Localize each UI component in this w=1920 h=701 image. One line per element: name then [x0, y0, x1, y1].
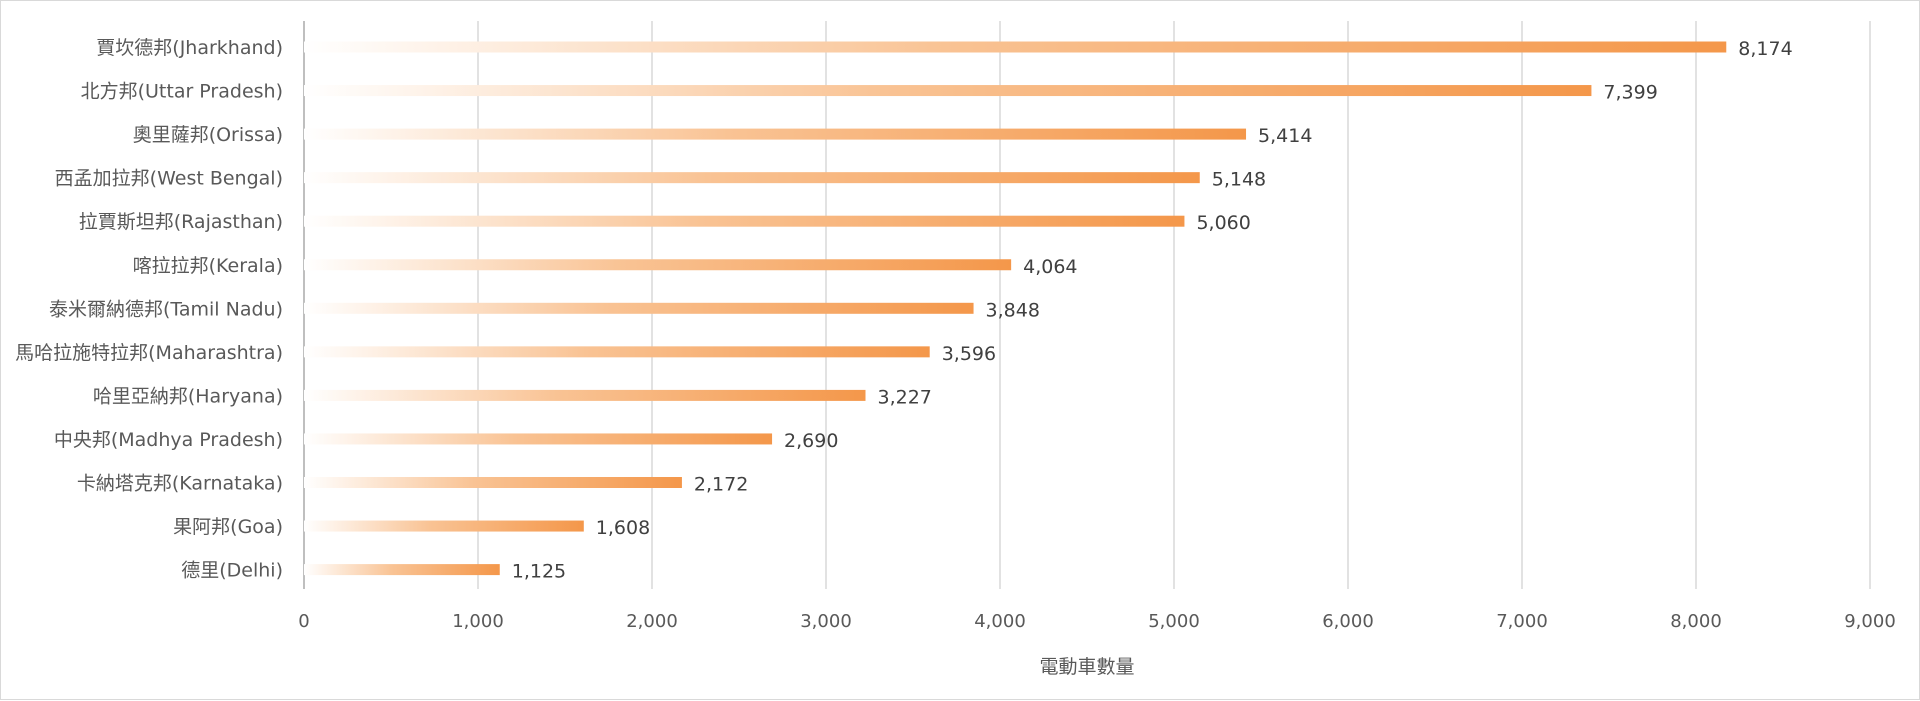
data-label: 5,060 — [1196, 212, 1250, 234]
category-label: 中央邦(Madhya Pradesh) — [54, 429, 283, 451]
data-label: 4,064 — [1023, 256, 1077, 278]
category-label: 果阿邦(Goa) — [173, 516, 283, 538]
data-label: 7,399 — [1603, 82, 1657, 104]
data-label: 3,227 — [877, 386, 931, 408]
category-labels: 賈坎德邦(Jharkhand) 北方邦(Uttar Pradesh) 奧里薩邦(Or… — [15, 37, 283, 582]
x-tick-label: 6,000 — [1322, 611, 1374, 632]
data-label: 8,174 — [1738, 38, 1792, 60]
bar — [304, 433, 773, 445]
data-label: 3,848 — [986, 299, 1040, 321]
data-label: 5,148 — [1212, 169, 1266, 191]
category-label: 哈里亞納邦(Haryana) — [93, 385, 283, 407]
category-label: 拉賈斯坦邦(Rajasthan) — [79, 211, 283, 233]
data-label: 1,125 — [512, 561, 566, 583]
bar — [304, 520, 584, 532]
grid-lines — [303, 21, 1871, 589]
bar — [304, 128, 1247, 140]
data-label: 2,690 — [784, 430, 838, 452]
x-tick-label: 9,000 — [1844, 611, 1896, 632]
category-label: 北方邦(Uttar Pradesh) — [81, 81, 283, 103]
x-tick-label: 4,000 — [974, 611, 1026, 632]
category-label: 馬哈拉施特拉邦(Maharashtra) — [15, 342, 283, 364]
x-tick-label: 7,000 — [1496, 611, 1548, 632]
data-label: 5,414 — [1258, 125, 1312, 147]
bar — [304, 41, 1727, 53]
x-tick-label: 0 — [298, 611, 309, 632]
value-labels: 8,174 7,399 5,414 5,148 5,060 4,064 3,848 3,596… — [512, 38, 1793, 583]
x-tick-label: 8,000 — [1670, 611, 1722, 632]
bar — [304, 477, 682, 488]
bar — [304, 85, 1592, 97]
category-label: 喀拉拉邦(Kerala) — [133, 255, 283, 277]
category-label: 泰米爾納德邦(Tamil Nadu) — [49, 298, 283, 320]
bars-group — [304, 41, 1727, 576]
bar — [304, 346, 930, 358]
bar — [304, 172, 1200, 184]
category-label: 西孟加拉邦(West Bengal) — [55, 168, 283, 190]
data-label: 2,172 — [694, 474, 748, 496]
x-tick-label: 2,000 — [626, 611, 678, 632]
bar — [304, 302, 974, 314]
bar — [304, 389, 866, 401]
category-label: 德里(Delhi) — [181, 560, 283, 582]
data-label: 1,608 — [596, 517, 650, 539]
x-axis-title: 電動車數量 — [1039, 656, 1134, 678]
x-tick-label: 5,000 — [1148, 611, 1200, 632]
bar — [304, 259, 1012, 271]
x-tick-label: 1,000 — [452, 611, 504, 632]
bar — [304, 564, 500, 576]
x-tick-label: 3,000 — [800, 611, 852, 632]
tick-labels: 0 1,000 2,000 3,000 4,000 5,000 6,000 7,000 8,00… — [298, 611, 1895, 632]
bar — [304, 215, 1185, 227]
category-label: 賈坎德邦(Jharkhand) — [96, 37, 283, 59]
data-label: 3,596 — [942, 343, 996, 365]
category-label: 奧里薩邦(Orissa) — [133, 124, 283, 146]
category-label: 卡納塔克邦(Karnataka) — [77, 473, 283, 495]
